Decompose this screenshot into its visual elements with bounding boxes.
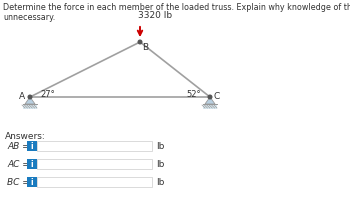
Text: 3320 lb: 3320 lb <box>138 11 172 20</box>
Text: A: A <box>19 92 25 100</box>
Polygon shape <box>205 97 215 104</box>
Text: BC =: BC = <box>7 177 30 187</box>
Text: lb: lb <box>156 160 164 169</box>
Polygon shape <box>25 97 35 104</box>
Bar <box>27 177 37 187</box>
Text: 27°: 27° <box>40 90 55 99</box>
Circle shape <box>28 95 32 99</box>
Bar <box>27 141 37 151</box>
Text: AB =: AB = <box>7 141 30 150</box>
Text: Answers:: Answers: <box>5 132 46 141</box>
Text: i: i <box>31 141 33 150</box>
Text: Determine the force in each member of the loaded truss. Explain why knowledge of: Determine the force in each member of th… <box>3 3 350 12</box>
Text: lb: lb <box>156 177 164 187</box>
Text: unnecessary.: unnecessary. <box>3 13 55 22</box>
Text: i: i <box>31 177 33 187</box>
Text: 52°: 52° <box>186 90 201 99</box>
Text: B: B <box>142 43 148 52</box>
Circle shape <box>208 95 212 99</box>
Text: i: i <box>31 160 33 169</box>
Text: AC =: AC = <box>7 160 30 169</box>
Text: C: C <box>214 92 220 100</box>
Bar <box>27 159 37 169</box>
Bar <box>203 104 217 109</box>
Bar <box>37 141 152 151</box>
Text: lb: lb <box>156 141 164 150</box>
Bar <box>23 104 37 109</box>
Bar <box>37 177 152 187</box>
Circle shape <box>138 40 142 44</box>
Bar <box>37 159 152 169</box>
